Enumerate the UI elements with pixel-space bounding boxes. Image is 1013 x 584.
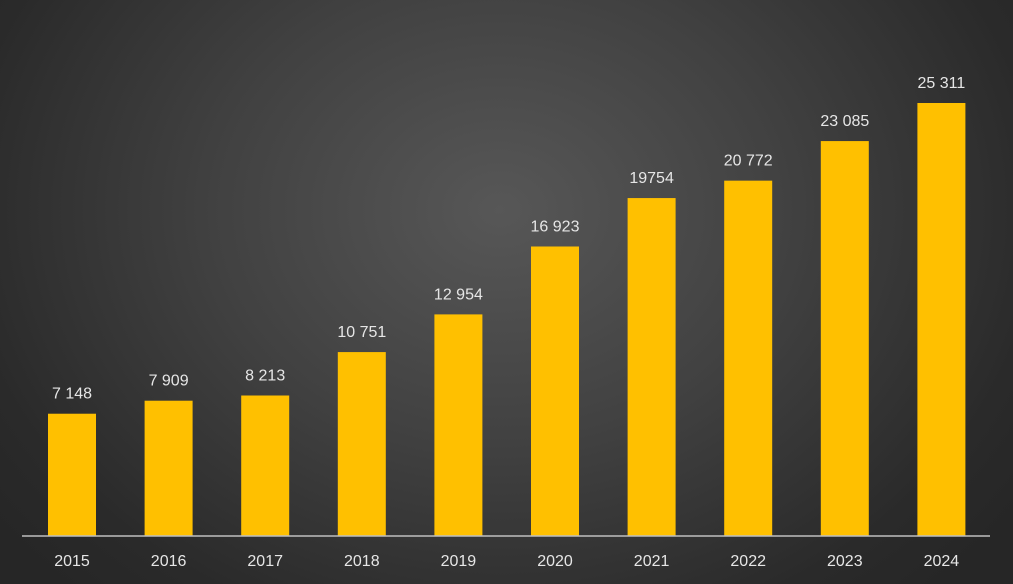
x-tick-label-2017: 2017 bbox=[247, 553, 283, 570]
data-labels: 7 148 7 909 8 213 10 751 12 954 16 923 19754 20… bbox=[52, 75, 965, 403]
data-label-2016: 7 909 bbox=[149, 373, 189, 390]
x-tick-label-2023: 2023 bbox=[827, 553, 863, 570]
bar-2017 bbox=[241, 395, 290, 536]
x-tick-label-2024: 2024 bbox=[924, 553, 960, 570]
bars bbox=[48, 103, 966, 536]
bar-2024 bbox=[917, 103, 966, 536]
bar-2019 bbox=[434, 314, 483, 536]
data-label-2024: 25 311 bbox=[918, 75, 966, 92]
x-tick-label-2021: 2021 bbox=[634, 553, 670, 570]
x-tick-label-2019: 2019 bbox=[441, 553, 477, 570]
bar-2020 bbox=[531, 246, 579, 536]
data-label-2022: 20 772 bbox=[724, 153, 773, 170]
x-tick-label-2022: 2022 bbox=[730, 553, 766, 570]
bar-2018 bbox=[337, 352, 386, 536]
bar-2023 bbox=[820, 141, 869, 536]
data-label-2023: 23 085 bbox=[820, 113, 869, 130]
data-label-2020: 16 923 bbox=[531, 218, 580, 235]
x-tick-label-2020: 2020 bbox=[537, 553, 573, 570]
data-label-2018: 10 751 bbox=[337, 324, 386, 341]
data-label-2015: 7 148 bbox=[52, 386, 92, 403]
x-tick-labels: 2015 2016 2017 2018 2019 2020 2021 2022 2023 2024 bbox=[54, 553, 959, 570]
x-tick-label-2016: 2016 bbox=[151, 553, 187, 570]
bar-2021 bbox=[627, 198, 676, 536]
x-tick-label-2015: 2015 bbox=[54, 553, 90, 570]
data-label-2017: 8 213 bbox=[245, 367, 285, 384]
bar-2022 bbox=[724, 180, 773, 536]
bar-2015 bbox=[48, 413, 96, 536]
bar-2016 bbox=[144, 400, 193, 536]
data-label-2021: 19754 bbox=[629, 170, 674, 187]
data-label-2019: 12 954 bbox=[434, 286, 483, 303]
x-tick-label-2018: 2018 bbox=[344, 553, 380, 570]
